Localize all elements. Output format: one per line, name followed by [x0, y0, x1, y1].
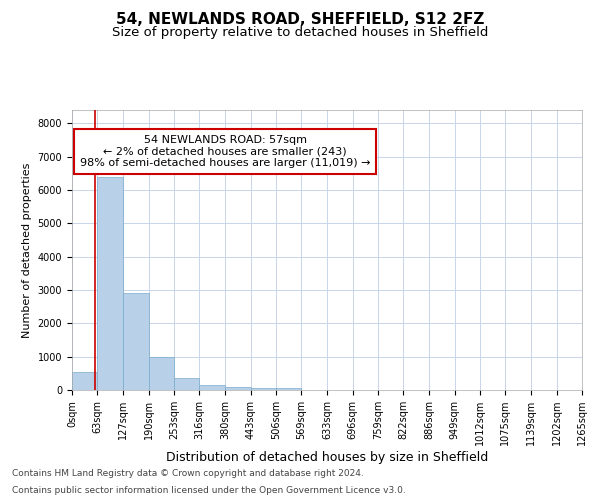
Text: 54 NEWLANDS ROAD: 57sqm
← 2% of detached houses are smaller (243)
98% of semi-de: 54 NEWLANDS ROAD: 57sqm ← 2% of detached… [80, 135, 370, 168]
Text: Size of property relative to detached houses in Sheffield: Size of property relative to detached ho… [112, 26, 488, 39]
Bar [251, 388, 276, 390]
Text: Contains public sector information licensed under the Open Government Licence v3: Contains public sector information licen… [12, 486, 406, 495]
Bar [276, 388, 301, 390]
Bar [123, 292, 149, 390]
Bar [174, 378, 199, 390]
Y-axis label: Number of detached properties: Number of detached properties [22, 162, 32, 338]
Bar [72, 372, 97, 390]
X-axis label: Distribution of detached houses by size in Sheffield: Distribution of detached houses by size … [166, 451, 488, 464]
Bar [199, 384, 225, 390]
Text: Contains HM Land Registry data © Crown copyright and database right 2024.: Contains HM Land Registry data © Crown c… [12, 468, 364, 477]
Bar [97, 176, 123, 390]
Bar [149, 356, 174, 390]
Bar [225, 387, 251, 390]
Text: 54, NEWLANDS ROAD, SHEFFIELD, S12 2FZ: 54, NEWLANDS ROAD, SHEFFIELD, S12 2FZ [116, 12, 484, 28]
